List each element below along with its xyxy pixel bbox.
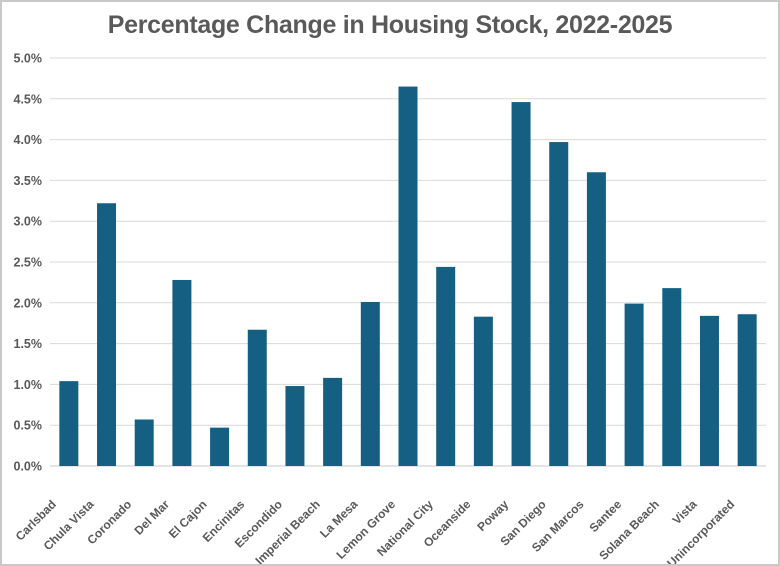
bar-san-marcos	[586, 172, 606, 467]
chart-title: Percentage Change in Housing Stock, 2022…	[107, 11, 673, 39]
bar-san-diego	[549, 142, 569, 466]
bar-escondido	[285, 386, 305, 466]
bar-imperial-beach	[323, 377, 343, 466]
y-axis-tick-label: 4.5%	[14, 92, 43, 106]
y-axis-tick-label: 3.0%	[14, 215, 43, 229]
y-axis-tick-label: 4.0%	[14, 133, 43, 147]
y-axis-tick-label: 2.0%	[14, 296, 43, 310]
x-axis-category-label-poway: Poway	[474, 497, 511, 534]
bar-santee	[624, 303, 644, 466]
x-axis-category-label-imperial-beach: Imperial Beach	[252, 497, 322, 564]
x-axis-category-label-vista: Vista	[670, 497, 700, 527]
y-axis-tick-label: 1.5%	[14, 337, 43, 351]
y-axis-tick-label: 1.0%	[14, 378, 43, 392]
bar-oceanside	[473, 316, 493, 466]
x-axis-category-label-unincorporated: Unincorporated	[664, 497, 737, 564]
y-axis-tick-label: 0.5%	[14, 419, 43, 433]
bar-national-city	[436, 266, 456, 466]
bar-solana-beach	[662, 288, 682, 466]
bar-encinitas	[247, 329, 267, 466]
y-axis-tick-label: 3.5%	[14, 174, 43, 188]
y-axis-tick-label: 5.0%	[14, 52, 43, 66]
bar-carlsbad	[59, 381, 79, 466]
y-axis-tick-label: 0.0%	[14, 460, 43, 474]
bar-vista	[699, 315, 719, 466]
bar-lemon-grove	[398, 86, 418, 466]
bar-chula-vista	[97, 203, 117, 467]
bar-del-mar	[172, 279, 192, 466]
bar-poway	[511, 102, 531, 467]
bar-la-mesa	[360, 301, 380, 466]
bar-coronado	[134, 419, 154, 466]
y-axis-tick-label: 2.5%	[14, 256, 43, 270]
bar-el-cajon	[210, 427, 230, 466]
bar-unincorporated	[737, 314, 757, 466]
